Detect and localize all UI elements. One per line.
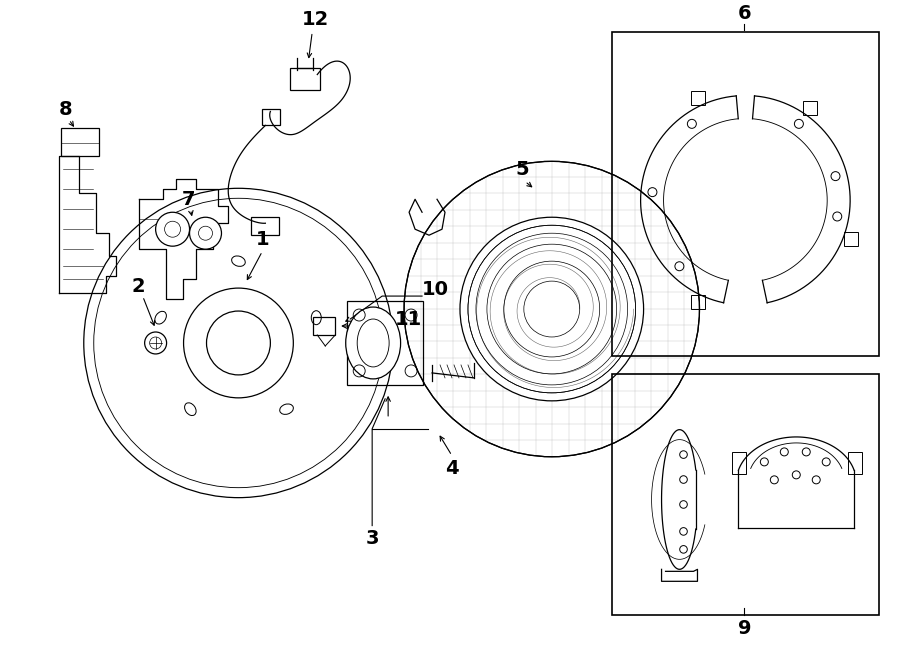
Text: 1: 1 xyxy=(256,229,269,249)
Text: 7: 7 xyxy=(182,190,195,209)
Text: 9: 9 xyxy=(738,619,752,638)
Text: 12: 12 xyxy=(302,10,328,29)
Circle shape xyxy=(460,217,644,401)
Bar xyxy=(612,374,879,615)
Bar xyxy=(803,101,817,115)
Text: 11: 11 xyxy=(395,309,422,329)
Text: 10: 10 xyxy=(422,280,449,299)
Bar xyxy=(263,110,281,126)
Circle shape xyxy=(156,212,190,246)
Bar xyxy=(313,317,335,335)
Text: 3: 3 xyxy=(365,529,379,548)
Bar xyxy=(291,67,320,89)
Text: 4: 4 xyxy=(446,459,459,478)
Bar xyxy=(733,452,746,474)
Bar xyxy=(251,217,279,235)
Text: 6: 6 xyxy=(738,4,752,23)
Bar xyxy=(690,91,705,105)
Bar xyxy=(61,128,99,157)
Text: 5: 5 xyxy=(515,160,528,179)
Circle shape xyxy=(404,161,699,457)
Circle shape xyxy=(190,217,221,249)
Text: 2: 2 xyxy=(131,276,146,295)
Bar xyxy=(844,232,859,246)
Bar xyxy=(690,295,705,309)
Bar xyxy=(347,301,423,385)
Circle shape xyxy=(145,332,166,354)
Text: 8: 8 xyxy=(59,100,73,119)
Ellipse shape xyxy=(346,307,400,379)
Bar xyxy=(848,452,862,474)
Bar xyxy=(612,32,879,356)
